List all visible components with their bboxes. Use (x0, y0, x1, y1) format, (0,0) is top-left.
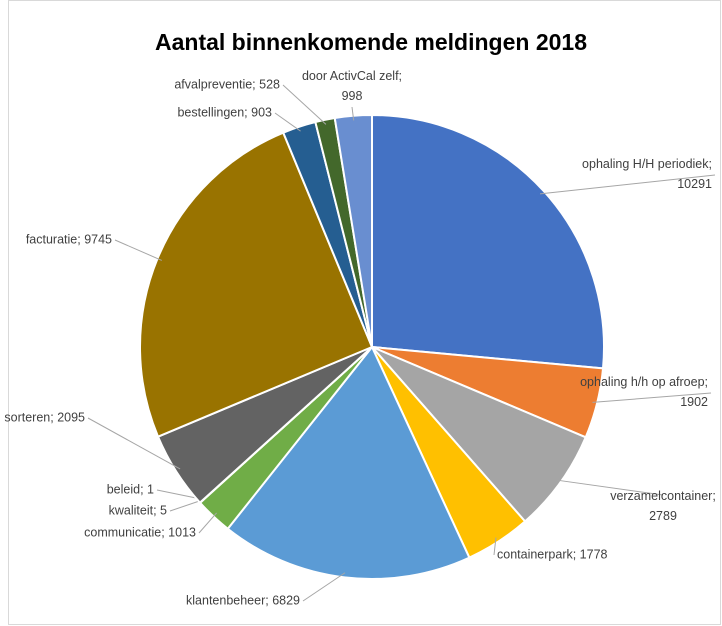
data-label: afvalpreventie; 528 (174, 77, 280, 91)
leader-line (556, 479, 664, 496)
data-label: bestellingen; 903 (177, 105, 272, 119)
label-line: 1902 (680, 395, 708, 409)
label-line: 10291 (677, 177, 712, 191)
data-label: beleid; 1 (107, 482, 154, 496)
leader-line (198, 512, 217, 534)
data-label: kwaliteit; 5 (109, 503, 167, 517)
label-line: 2789 (649, 509, 677, 523)
label-line: 998 (342, 89, 363, 103)
data-label: ophaling H/H periodiek; 10291 (582, 157, 712, 191)
data-label: communicatie; 1013 (84, 525, 196, 539)
leader-line (592, 392, 712, 403)
label-line: verzamelcontainer; (610, 489, 716, 503)
label-line: ophaling H/H periodiek; (582, 157, 712, 171)
label-line: door ActivCal zelf; (302, 69, 402, 83)
leader-line (282, 84, 327, 125)
chart-title: Aantal binnenkomende meldingen 2018 (155, 29, 587, 55)
data-label: ophaling h/h op afroep; 1902 (580, 375, 708, 409)
label-line: ophaling h/h op afroep; (580, 375, 708, 389)
data-label: facturatie; 9745 (26, 232, 112, 246)
pie-slice (226, 345, 471, 580)
leader-line (493, 537, 497, 556)
leader-line (351, 106, 355, 121)
data-label: klantenbeheer; 6829 (186, 593, 300, 607)
leader-line (274, 112, 301, 132)
data-label: containerpark; 1778 (497, 547, 608, 561)
data-label: verzamelcontainer; 2789 (610, 489, 716, 523)
leader-line (114, 239, 162, 261)
leader-line (87, 417, 181, 470)
data-label: sorteren; 2095 (4, 410, 85, 424)
data-label: door ActivCal zelf; 998 (302, 69, 402, 103)
pie-slice (371, 346, 588, 523)
leader-line (539, 174, 716, 195)
leader-line (302, 572, 346, 602)
pie-slice (371, 113, 605, 370)
